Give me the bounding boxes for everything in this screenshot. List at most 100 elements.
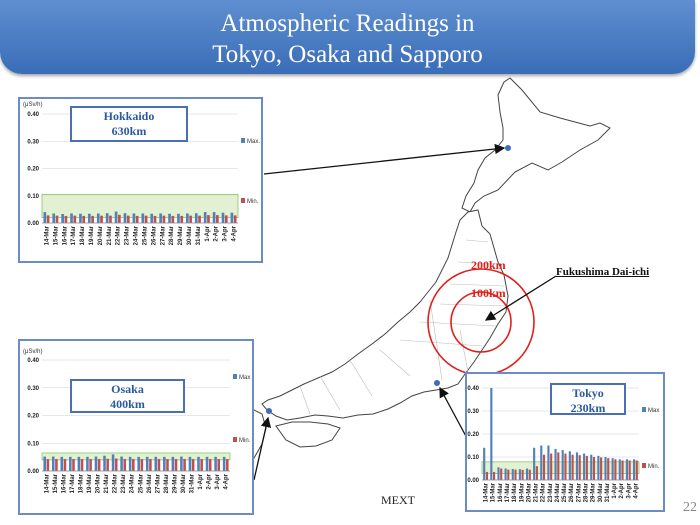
bar-min <box>136 216 139 223</box>
x-tick-label: 24-Mar <box>555 482 561 502</box>
bar-max <box>590 455 592 480</box>
page-number: 22 <box>683 500 697 516</box>
bar-min <box>192 459 195 471</box>
bar-max <box>70 213 73 223</box>
x-tick-label: 28-Mar <box>164 473 170 493</box>
x-tick-label: 30-Mar <box>187 225 193 245</box>
chart-panel-hokkaido: 0.40 0.30 0.20 0.10 0.00 (μSv/h) 14-Mar 15-Mar 1… <box>18 97 263 263</box>
x-tick-label: 21-Mar <box>534 482 540 502</box>
legend-label-max: Max <box>648 408 659 414</box>
bar-max <box>619 459 621 480</box>
bar-max <box>86 457 89 471</box>
bar-max <box>231 213 234 223</box>
bar-min <box>73 216 76 223</box>
bar-min <box>225 215 228 223</box>
bar-min <box>55 459 58 471</box>
bar-min <box>180 216 183 223</box>
bar-max <box>61 214 64 223</box>
bar-min <box>145 216 148 223</box>
bar-max <box>214 457 217 471</box>
bar-min <box>536 466 538 480</box>
x-tick-label: 14-Mar <box>44 473 50 493</box>
bar-max <box>106 213 109 223</box>
x-tick-label: 17-Mar <box>505 482 511 502</box>
x-tick-label: 25-Mar <box>562 482 568 502</box>
x-tick-label: 3-Apr <box>626 482 632 498</box>
bar-max <box>197 457 200 471</box>
x-tick-label: 1-Apr <box>612 482 618 498</box>
x-tick-label: 18-Mar <box>80 225 86 245</box>
bar-min <box>149 459 152 471</box>
legend-swatch-max <box>241 138 245 143</box>
x-tick-label: 15-Mar <box>53 473 59 493</box>
bar-max <box>626 459 628 480</box>
badge-name: Osaka <box>72 382 183 397</box>
x-tick-label: 18-Mar <box>512 482 518 502</box>
bar-max <box>137 457 140 471</box>
legend-swatch-min <box>241 198 245 203</box>
y-tick-label: 0.00 <box>27 221 39 227</box>
bar-min <box>189 216 192 223</box>
sapporo-marker <box>505 145 511 151</box>
bar-min <box>163 216 166 223</box>
bar-max <box>52 213 55 223</box>
x-tick-label: 2-Apr <box>207 473 213 489</box>
bar-max <box>222 213 225 223</box>
chart-svg-osaka: 0.400.300.200.100.00(μSv/h)14-Mar 15-Mar 1… <box>20 341 252 513</box>
bar-max <box>223 457 226 471</box>
legend-swatch-max <box>233 374 237 379</box>
bar-min <box>557 452 559 480</box>
bar-max <box>43 212 46 223</box>
bar-min <box>216 215 219 223</box>
y-tick-label: 0.40 <box>467 386 479 392</box>
badge-tokyo: Tokyo 230km <box>550 383 626 415</box>
x-tick-label: 14-Mar <box>44 225 50 245</box>
x-tick-label: 19-Mar <box>87 473 93 493</box>
y-tick-label: 0.10 <box>27 194 39 200</box>
bar-max <box>206 457 209 471</box>
y-unit-label: (μSv/h) <box>23 102 42 108</box>
x-tick-label: 19-Mar <box>89 225 95 245</box>
bar-max <box>159 213 162 223</box>
legend-swatch-max <box>642 407 646 412</box>
x-tick-label: 31-Mar <box>196 225 202 245</box>
bar-min <box>607 458 609 480</box>
x-tick-label: 27-Mar <box>155 473 161 493</box>
bar-min <box>614 459 616 480</box>
bar-min <box>636 460 638 480</box>
bar-max <box>150 214 153 223</box>
bar-min <box>234 215 237 223</box>
y-unit-label: (μSv/h) <box>23 349 42 355</box>
bar-min <box>141 459 144 471</box>
bar-min <box>175 459 178 471</box>
bar-min <box>486 472 488 480</box>
x-tick-label: 28-Mar <box>583 482 589 502</box>
bar-max <box>583 454 585 480</box>
y-tick-label: 0.40 <box>27 112 39 118</box>
x-tick-label: 15-Mar <box>53 225 59 245</box>
bar-min <box>171 216 174 223</box>
y-tick-label: 0.40 <box>27 358 39 364</box>
bar-max <box>52 457 55 471</box>
x-tick-label: 14-Mar <box>484 482 490 502</box>
bar-max <box>597 456 599 480</box>
bar-max <box>78 457 81 471</box>
bar-min <box>543 455 545 480</box>
bar-max <box>576 452 578 480</box>
bar-max <box>69 457 72 471</box>
bar-min <box>522 470 524 480</box>
bar-min <box>209 459 212 471</box>
x-tick-label: 26-Mar <box>147 473 153 493</box>
bar-min <box>507 470 509 480</box>
x-tick-label: 3-Apr <box>223 225 229 241</box>
bar-max <box>177 214 180 223</box>
x-tick-label: 26-Mar <box>151 225 157 245</box>
x-tick-label: 21-Mar <box>104 473 110 493</box>
x-tick-label: 2-Apr <box>214 225 220 241</box>
y-tick-label: 0.20 <box>27 414 39 420</box>
x-tick-label: 20-Mar <box>526 482 532 502</box>
bar-min <box>217 459 220 471</box>
bar-min <box>514 470 516 480</box>
bar-max <box>97 213 100 223</box>
bar-min <box>89 459 92 471</box>
